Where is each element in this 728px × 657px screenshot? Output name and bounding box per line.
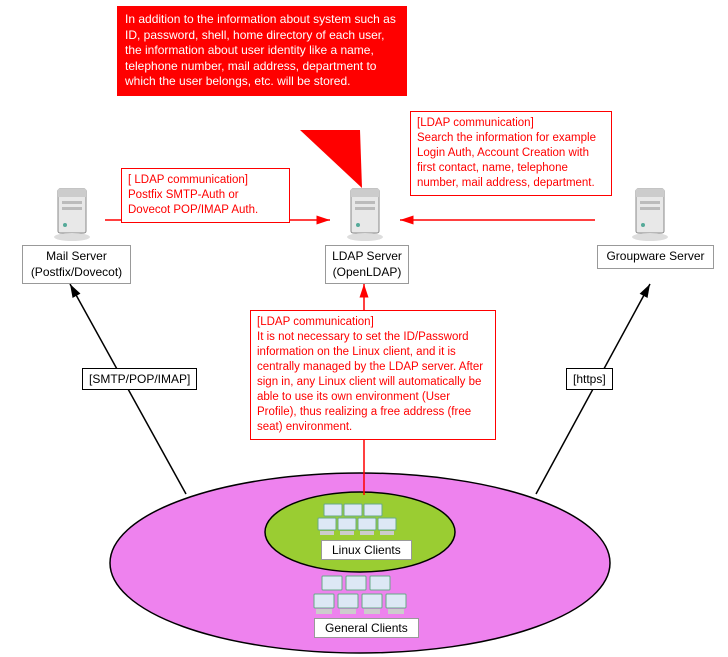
groupware-comm-title: [LDAP communication] — [417, 116, 605, 131]
callout-text: In addition to the information about sys… — [125, 12, 396, 88]
general-clients-label: General Clients — [314, 618, 419, 638]
https-text: [https] — [573, 372, 606, 386]
mail-server-line2: (Postfix/Dovecot) — [29, 265, 124, 281]
groupware-server-label: Groupware Server — [597, 245, 714, 269]
groupware-server-line1: Groupware Server — [604, 249, 707, 265]
mail-comm-title: [ LDAP communication] — [128, 173, 283, 188]
smtp-text: [SMTP/POP/IMAP] — [89, 372, 190, 386]
diagram-canvas: In addition to the information about sys… — [0, 0, 728, 657]
https-protocol-label: [https] — [566, 368, 613, 390]
mail-server-line1: Mail Server — [29, 249, 124, 265]
groupware-server-icon — [628, 185, 673, 248]
ldap-server-line2: (OpenLDAP) — [332, 265, 402, 281]
smtp-protocol-label: [SMTP/POP/IMAP] — [82, 368, 197, 390]
groupware-ldap-comm-box: [LDAP communication] Search the informat… — [410, 111, 612, 196]
mail-comm-body: Postfix SMTP-Auth or Dovecot POP/IMAP Au… — [128, 188, 283, 218]
ldap-server-line1: LDAP Server — [332, 249, 402, 265]
groupware-comm-body: Search the information for example Login… — [417, 131, 605, 191]
general-clients-text: General Clients — [325, 621, 408, 635]
ldap-storage-callout: In addition to the information about sys… — [117, 6, 407, 96]
ldap-server-label: LDAP Server (OpenLDAP) — [325, 245, 409, 284]
linux-clients-label: Linux Clients — [321, 540, 412, 560]
mail-server-icon — [50, 185, 95, 248]
mail-server-label: Mail Server (Postfix/Dovecot) — [22, 245, 131, 284]
linux-ldap-comm-box: [LDAP communication] It is not necessary… — [250, 310, 496, 440]
linux-comm-title: [LDAP communication] — [257, 315, 489, 330]
linux-clients-text: Linux Clients — [332, 543, 401, 557]
mail-ldap-comm-box: [ LDAP communication] Postfix SMTP-Auth … — [121, 168, 290, 223]
linux-comm-body: It is not necessary to set the ID/Passwo… — [257, 330, 489, 435]
callout-tail — [300, 130, 380, 200]
